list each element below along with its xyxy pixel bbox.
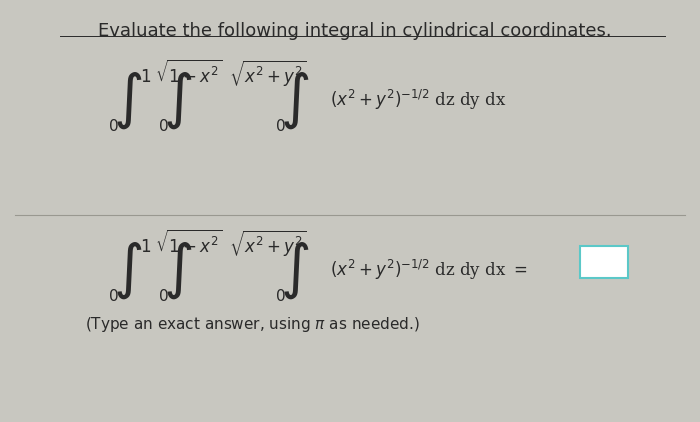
Text: $0$: $0$: [274, 288, 286, 304]
Text: $\int$: $\int$: [113, 240, 143, 301]
Bar: [580, 246, 628, 278]
Text: (Type an exact answer, using $\pi$ as needed.): (Type an exact answer, using $\pi$ as ne…: [85, 315, 419, 334]
Text: $0$: $0$: [108, 118, 118, 134]
Text: $\int$: $\int$: [163, 240, 193, 301]
Text: $\int$: $\int$: [163, 70, 193, 131]
Text: $0$: $0$: [158, 288, 168, 304]
Text: Evaluate the following integral in cylindrical coordinates.: Evaluate the following integral in cylin…: [98, 22, 612, 40]
Text: $\int$: $\int$: [113, 70, 143, 131]
Text: $1 \; \sqrt{1-x^2} \;\; \sqrt{x^2+y^2}$: $1 \; \sqrt{1-x^2} \;\; \sqrt{x^2+y^2}$: [140, 58, 307, 89]
Text: $0$: $0$: [274, 118, 286, 134]
Text: $1 \; \sqrt{1-x^2} \;\; \sqrt{x^2+y^2}$: $1 \; \sqrt{1-x^2} \;\; \sqrt{x^2+y^2}$: [140, 228, 307, 259]
Text: $(x^2+y^2)^{-1/2}$ dz dy dx: $(x^2+y^2)^{-1/2}$ dz dy dx: [330, 88, 506, 112]
Text: $\int$: $\int$: [280, 240, 309, 301]
Text: $(x^2+y^2)^{-1/2}$ dz dy dx $=$: $(x^2+y^2)^{-1/2}$ dz dy dx $=$: [330, 258, 527, 282]
Text: $0$: $0$: [158, 118, 168, 134]
Text: $0$: $0$: [108, 288, 118, 304]
Text: $\int$: $\int$: [280, 70, 309, 131]
